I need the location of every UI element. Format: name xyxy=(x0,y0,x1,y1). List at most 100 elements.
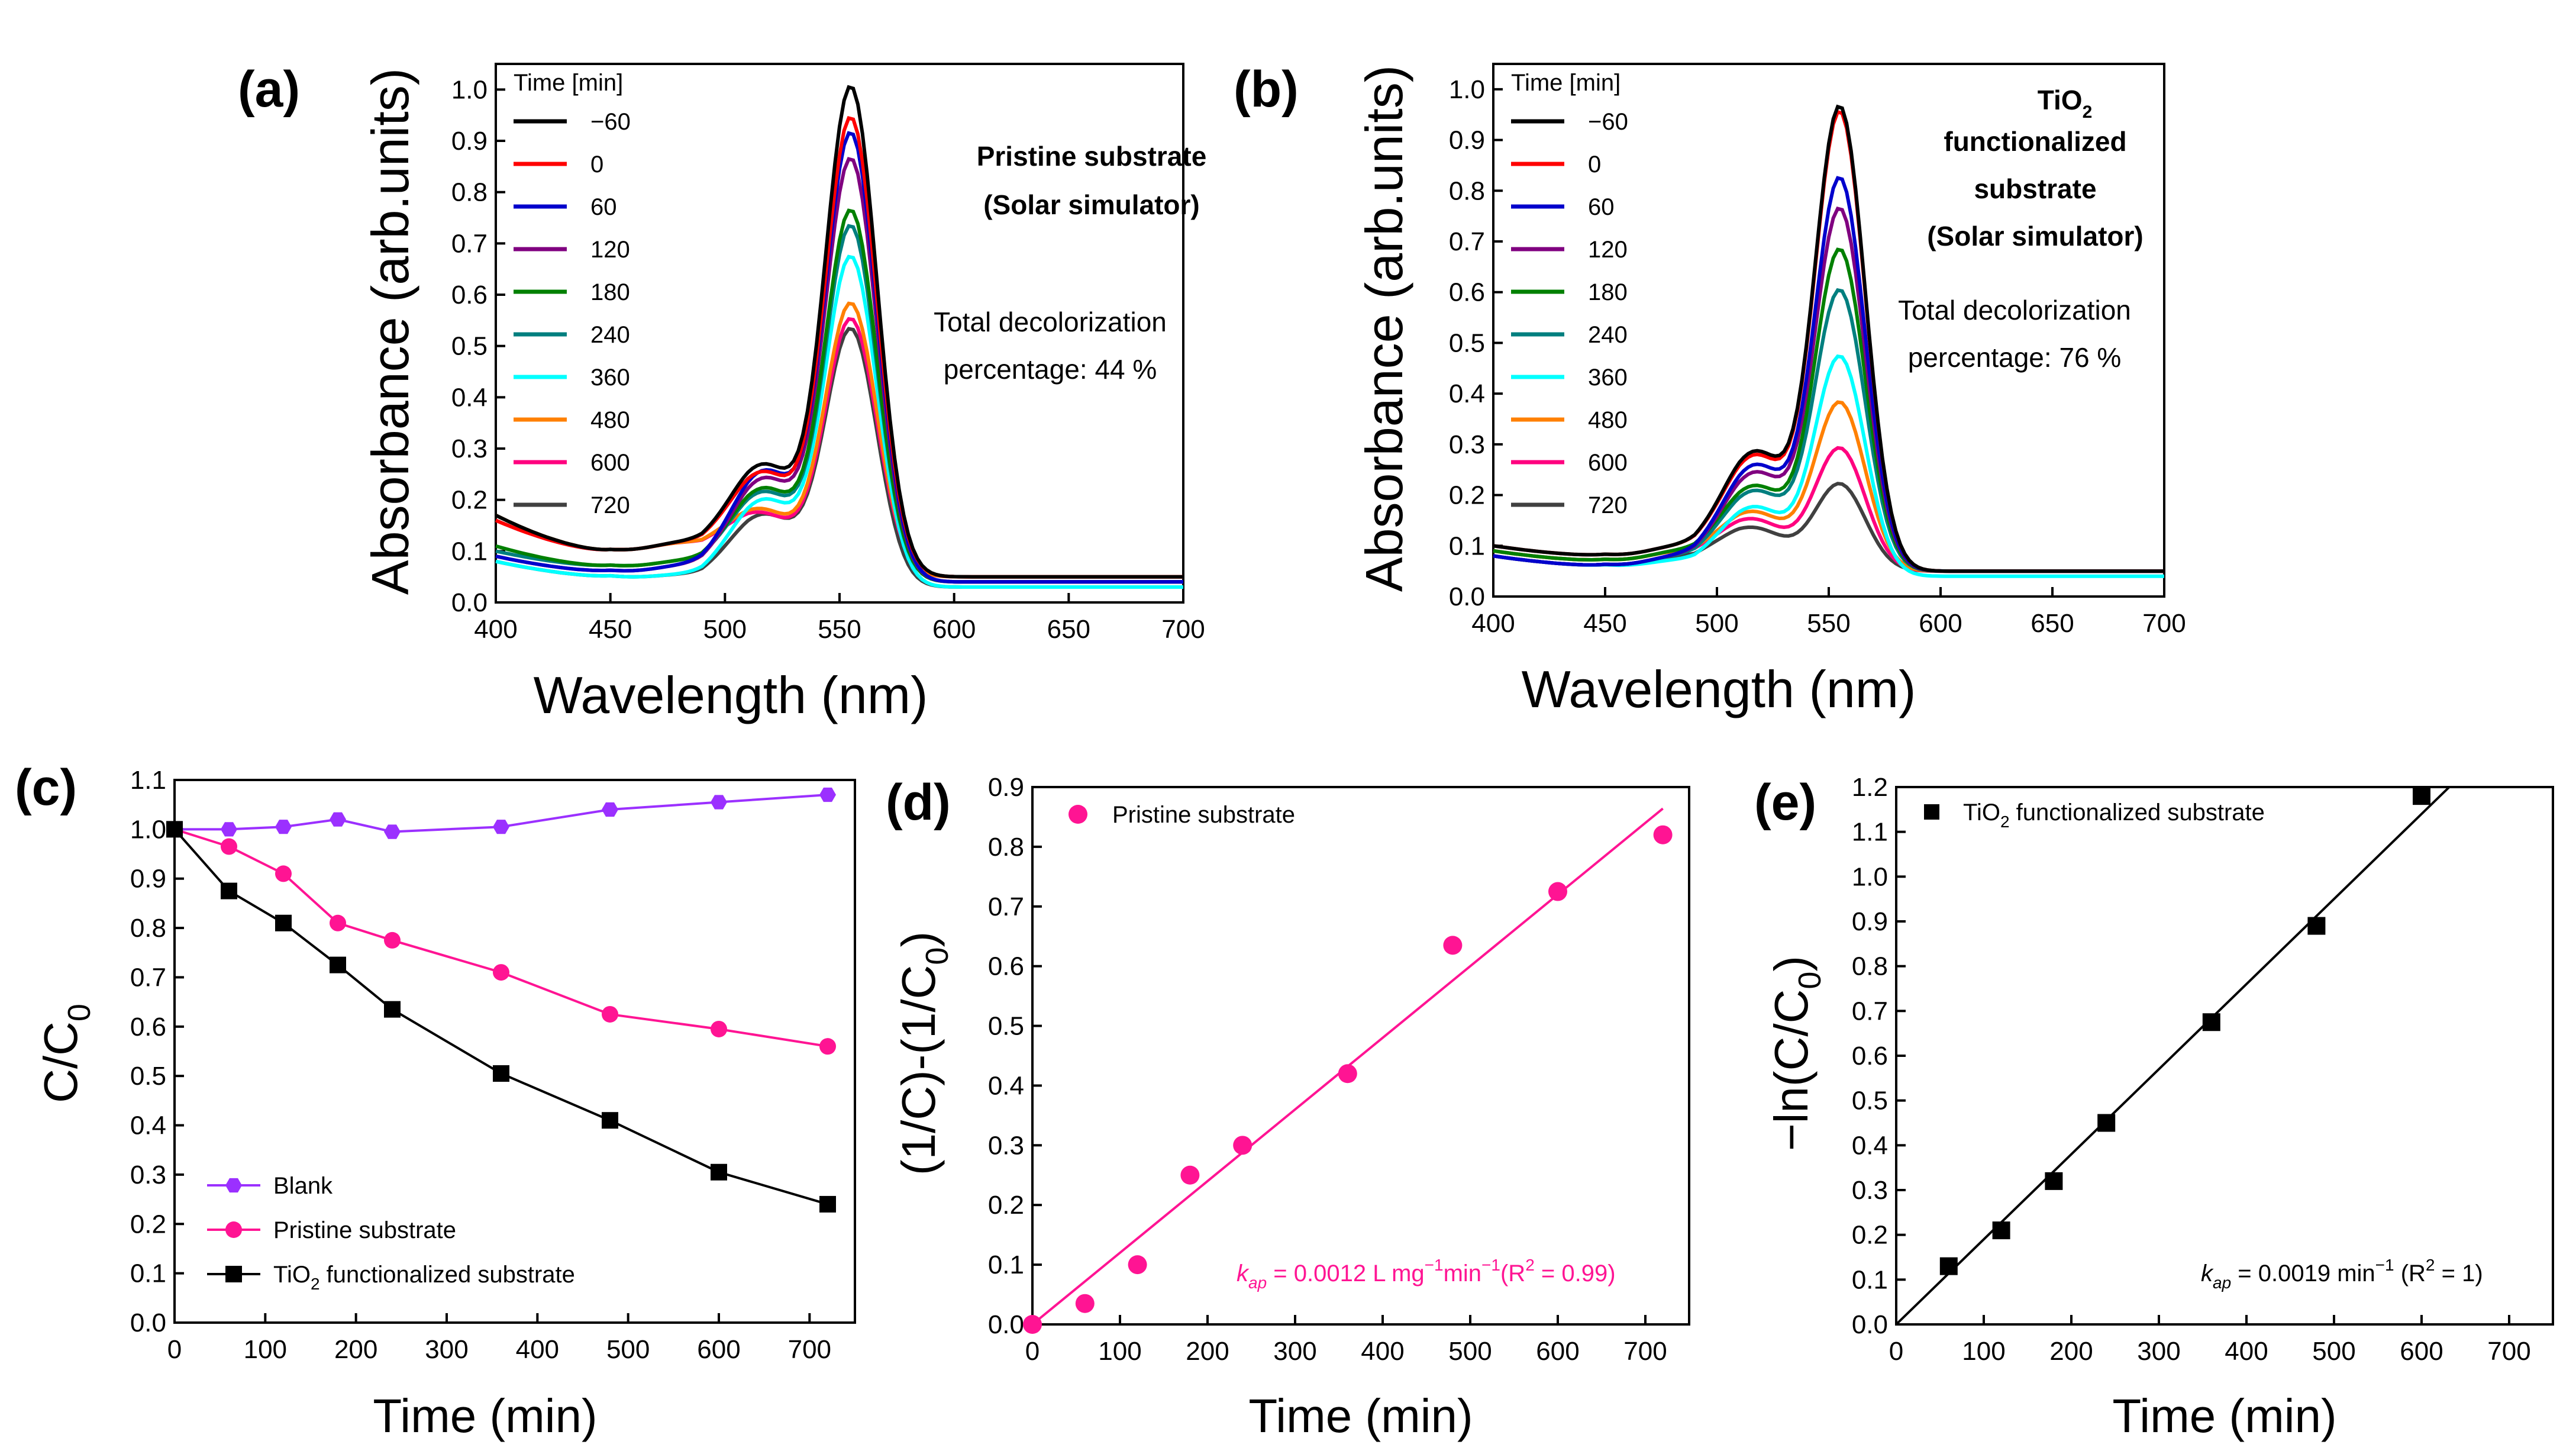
x-tick-label: 600 xyxy=(932,615,976,644)
annotation-title: substrate xyxy=(1974,173,2096,204)
x-axis-title: Time (min) xyxy=(1248,1389,1473,1442)
x-tick-label: 700 xyxy=(2142,609,2186,638)
data-point xyxy=(330,956,346,973)
annotation-text: percentage: 44 % xyxy=(944,354,1157,385)
x-tick-label: 400 xyxy=(1471,609,1515,638)
data-point xyxy=(1233,1136,1253,1155)
legend-label: 180 xyxy=(1588,279,1628,305)
legend-label: −60 xyxy=(590,109,631,135)
spectrum-line xyxy=(495,208,1183,584)
y-tick-label: 1.1 xyxy=(1852,818,1888,847)
legend-label: 600 xyxy=(590,450,630,476)
y-tick-label: 0.9 xyxy=(1852,907,1888,936)
legend-label: 720 xyxy=(1588,492,1628,518)
y-tick-label: 0.4 xyxy=(1449,379,1485,408)
x-tick-label: 600 xyxy=(1919,609,1962,638)
y-tick-label: 1.0 xyxy=(1449,75,1485,104)
y-tick-label: 0.6 xyxy=(451,281,488,310)
data-point xyxy=(275,865,292,882)
y-tick-label: 0.7 xyxy=(988,892,1024,921)
legend-label: −60 xyxy=(1588,109,1628,135)
annotation-title: (Solar simulator) xyxy=(983,189,1200,220)
x-tick-label: 600 xyxy=(697,1335,740,1364)
x-tick-label: 500 xyxy=(606,1335,650,1364)
panel-c: (c) 0 100 200 300 400 500 600 700 0.0 0.1 0.2 0.3 0.4… xyxy=(15,759,856,1442)
y-tick-label: 0.9 xyxy=(130,865,166,894)
x-tick-label: 0 xyxy=(1025,1337,1040,1366)
y-tick-label: 0.7 xyxy=(1852,997,1888,1026)
legend-label: 600 xyxy=(1588,450,1628,476)
data-point xyxy=(1653,825,1673,844)
x-tick-label: 100 xyxy=(244,1335,287,1364)
y-tick-label: 0.5 xyxy=(130,1062,166,1091)
annotation-title: Pristine substrate xyxy=(977,141,1207,172)
data-point xyxy=(493,964,509,981)
y-tick-label: 1.0 xyxy=(130,815,166,844)
plot-frame xyxy=(173,779,856,1324)
plot-frame xyxy=(1895,786,2554,1326)
y-tick-label: 0.2 xyxy=(1449,481,1485,510)
x-tick-label: 550 xyxy=(818,615,861,644)
x-tick-label: 200 xyxy=(334,1335,377,1364)
annotation-title: TiO2 xyxy=(2038,85,2093,122)
y-tick-label: 0.6 xyxy=(130,1013,166,1042)
x-tick-label: 650 xyxy=(2031,609,2074,638)
data-point xyxy=(711,795,727,810)
y-tick-label: 0.1 xyxy=(1449,531,1485,560)
data-point xyxy=(602,1112,618,1129)
spectrum-line xyxy=(495,85,1183,579)
y-axis-title: C/C0 xyxy=(34,1004,97,1103)
data-point xyxy=(384,824,401,839)
y-axis-title: Absorbance (arb.units) xyxy=(1355,65,1413,592)
legend-label: 60 xyxy=(590,194,617,220)
y-tick-label: 0.6 xyxy=(1852,1042,1888,1071)
data-point xyxy=(711,1163,727,1181)
panel-label: (d) xyxy=(886,774,951,831)
y-tick-label: 1.1 xyxy=(130,766,166,795)
data-point xyxy=(1992,1221,2010,1240)
y-tick-label: 0.1 xyxy=(1852,1265,1888,1294)
data-point xyxy=(2202,1013,2220,1031)
data-point xyxy=(275,820,292,834)
y-tick-label: 0.1 xyxy=(451,537,488,566)
panel-e: (e) 0 100 200 300 400 500 600 700 0.0 0.1 0.2 0.3 0.4… xyxy=(1754,773,2554,1442)
y-tick-label: 0.9 xyxy=(451,127,488,156)
x-tick-label: 500 xyxy=(1448,1337,1492,1366)
data-point xyxy=(1180,1165,1200,1185)
legend-label: 120 xyxy=(590,237,630,263)
panel-label: (b) xyxy=(1234,61,1299,118)
y-tick-label: 0.8 xyxy=(130,914,166,943)
y-axis-title: (1/C)-(1/C0) xyxy=(892,931,955,1175)
y-tick-label: 0.8 xyxy=(1852,952,1888,981)
y-tick-label: 0.4 xyxy=(130,1111,166,1140)
x-tick-label: 700 xyxy=(1623,1337,1667,1366)
y-tick-label: 0.4 xyxy=(451,383,488,412)
data-point xyxy=(2413,787,2430,805)
y-tick-label: 0.0 xyxy=(451,588,488,617)
data-point xyxy=(819,1195,836,1213)
legend-label: 180 xyxy=(590,279,630,305)
data-point xyxy=(1023,1315,1042,1334)
legend-label: 480 xyxy=(1588,407,1628,433)
spectrum-line xyxy=(495,254,1183,589)
panel-d: (d) 0 100 200 300 400 500 600 700 0.0 0.1 0.2 0.3 0.4… xyxy=(886,773,1690,1442)
y-tick-label: 0.8 xyxy=(1449,176,1485,205)
panel-b: (b)400 450 500 550 600 650 7000.00.10.20.30.40… xyxy=(1234,61,2186,718)
x-tick-label: 650 xyxy=(1047,615,1090,644)
plot-frame xyxy=(1031,786,1690,1326)
data-point xyxy=(2045,1172,2063,1190)
fit-annotation: kap = 0.0019 min−1 (R2 = 1) xyxy=(2201,1256,2483,1292)
data-point xyxy=(221,882,237,900)
data-point xyxy=(225,1178,242,1193)
spectrum-line xyxy=(495,131,1183,584)
data-point xyxy=(2097,1114,2116,1132)
legend-label: 60 xyxy=(1588,194,1615,220)
data-point xyxy=(166,821,183,838)
y-tick-label: 0.5 xyxy=(1852,1087,1888,1116)
data-point xyxy=(493,1065,509,1082)
data-point xyxy=(1443,936,1463,955)
annotation-text: percentage: 76 % xyxy=(1908,342,2122,373)
y-tick-label: 0.7 xyxy=(451,229,488,258)
annotation-title: (Solar simulator) xyxy=(1927,221,2144,252)
